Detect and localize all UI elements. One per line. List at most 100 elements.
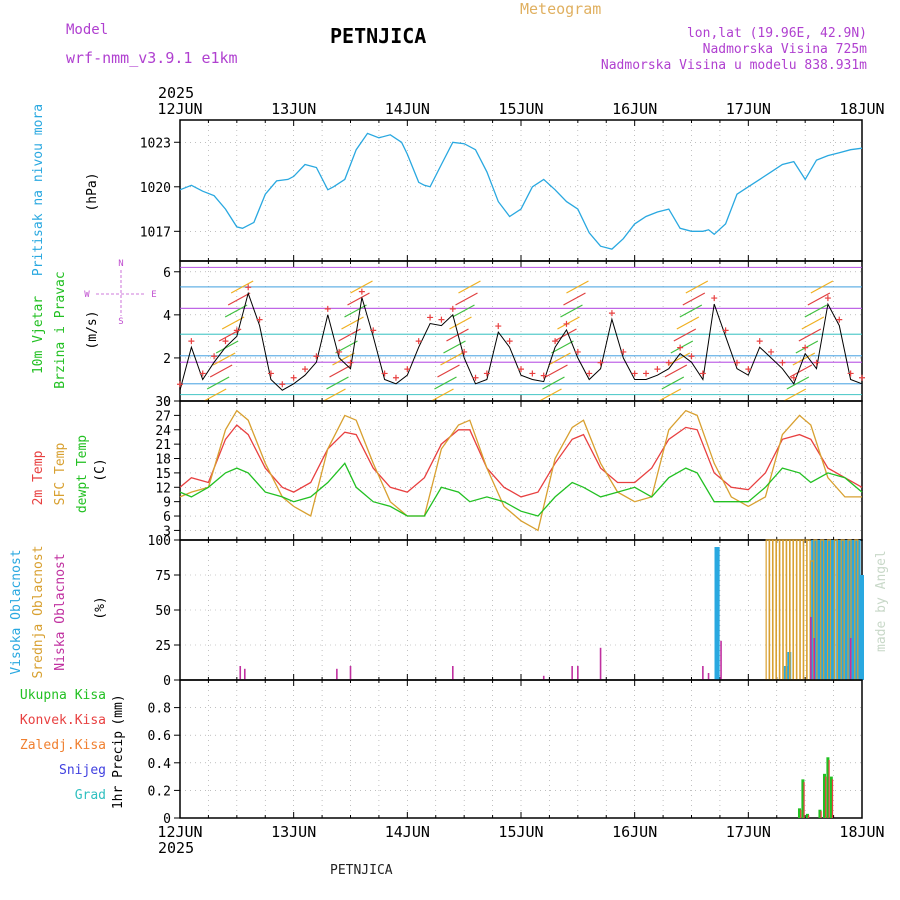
panels: 1017102010230246369121518212427300255075… <box>140 100 885 841</box>
wind-arrow <box>224 304 248 318</box>
gust-marker <box>574 348 581 355</box>
temp-unit: (C) <box>93 458 108 481</box>
precip-label-hail: Grad <box>75 788 106 803</box>
precip-panel: 0 0.2 0.4 0.6 0.8 <box>148 679 863 827</box>
y-tick-label: 0 <box>163 812 171 827</box>
wind-arrow <box>810 280 834 294</box>
compass-w: W <box>84 290 90 300</box>
wind-arrow <box>323 388 346 402</box>
y-tick-label: 27 <box>155 409 171 424</box>
wind-arrow <box>329 364 352 378</box>
clouds-panel: 0 25 50 75 100 <box>148 534 864 689</box>
precip-bar <box>829 776 833 818</box>
x-date-label-bottom: 17JUN <box>726 823 771 841</box>
y-tick-label: 6 <box>163 266 171 281</box>
y-tick-label: 0.4 <box>148 757 172 772</box>
credit-text: made by Angel <box>874 550 889 652</box>
wind-arrow <box>548 352 571 366</box>
x-date-label-bottom: 15JUN <box>498 823 543 841</box>
footer-station: PETNJICA <box>330 863 393 878</box>
lonlat-text: lon,lat (19.96E, 42.9N) <box>687 26 867 41</box>
cloud-bar <box>772 539 777 681</box>
cloud-bar <box>810 617 812 680</box>
cloud-bar <box>542 675 545 680</box>
y-tick-label: 21 <box>155 438 171 453</box>
precip-frame <box>179 679 863 819</box>
wind-arrow <box>215 340 239 354</box>
meteogram-title: Meteogram <box>520 0 601 18</box>
wind-arrow <box>539 388 562 402</box>
wind-speed-line <box>179 291 863 391</box>
precip-bar <box>797 808 801 818</box>
cloud-bar <box>707 673 710 680</box>
gust-marker <box>790 374 797 381</box>
gust-marker <box>290 374 297 381</box>
side-labels: Pritisak na nivou mora (hPa) 10m Vjetar … <box>9 104 157 809</box>
wind-arrow <box>350 280 373 294</box>
wind-side-label-1: 10m Vjetar <box>31 296 46 374</box>
y-tick-label: 30 <box>155 395 171 410</box>
x-date-label-bottom: 16JUN <box>612 823 657 841</box>
pressure-side-label: Pritisak na nivou mora <box>31 104 46 276</box>
wind-arrow <box>449 316 472 330</box>
wind-arrow <box>673 328 697 342</box>
x-date-label-bottom: 13JUN <box>271 823 316 841</box>
precip-bar <box>820 811 822 818</box>
gust-marker <box>472 374 479 381</box>
y-tick-label: 0 <box>163 674 171 689</box>
cloud-bar <box>243 668 246 680</box>
temp-side-label-2: SFC Temp <box>53 443 68 506</box>
precip-bar <box>825 776 827 818</box>
gust-marker <box>802 344 809 351</box>
x-date-label-top: 18JUN <box>839 100 884 118</box>
cloud-bar <box>813 638 816 680</box>
x-date-label-bottom: 14JUN <box>385 823 430 841</box>
wind-arrow <box>792 352 816 366</box>
pressure-unit: (hPa) <box>85 172 100 211</box>
gust-marker <box>506 338 513 345</box>
x-date-label-top: 15JUN <box>498 100 543 118</box>
pressure-panel: 1017 1020 1023 <box>140 119 863 262</box>
cloud-bar <box>817 540 822 680</box>
gust-marker <box>233 327 240 334</box>
wind-arrow <box>789 364 813 378</box>
y-tick-label: 1020 <box>140 181 171 196</box>
y-tick-label: 25 <box>155 639 171 654</box>
wind-arrow <box>545 364 568 378</box>
wind-panel: 0 2 4 6 <box>163 260 865 410</box>
cloud-bar <box>779 539 784 681</box>
cloud-bar <box>599 647 602 680</box>
gust-marker <box>381 370 388 377</box>
cloud-bar <box>796 539 801 681</box>
wind-arrow <box>566 280 589 294</box>
y-tick-label: 2 <box>163 352 171 367</box>
gust-marker <box>279 381 286 388</box>
cloud-bar <box>792 539 798 681</box>
pressure-series-line <box>179 132 863 250</box>
wind-arrow <box>431 388 454 402</box>
wind-arrow <box>212 352 236 366</box>
gust-marker <box>245 284 252 291</box>
gust-marker <box>699 370 706 377</box>
wind-arrow <box>786 376 810 390</box>
wind-unit: (m/s) <box>85 310 100 349</box>
station-title: PETNJICA <box>330 24 426 48</box>
precip-bar <box>801 779 805 818</box>
cloud-bar <box>715 547 720 680</box>
gust-marker <box>302 366 309 373</box>
precip-bar <box>800 809 802 818</box>
year-top: 2025 <box>158 84 194 102</box>
wind-arrow <box>347 292 370 306</box>
wind-arrow <box>434 376 457 390</box>
gust-marker <box>859 374 865 381</box>
y-tick-label: 3 <box>163 524 171 539</box>
x-date-label-top: 17JUN <box>726 100 771 118</box>
cloud-bar <box>799 539 804 681</box>
wind-arrow <box>795 340 819 354</box>
cloud-unit: (%) <box>93 596 108 619</box>
gust-marker <box>267 370 274 377</box>
precip-unit-1: 1hr Precip <box>111 731 126 809</box>
wind-arrow <box>326 376 349 390</box>
wind-arrow <box>440 352 463 366</box>
wind-arrow <box>804 304 828 318</box>
